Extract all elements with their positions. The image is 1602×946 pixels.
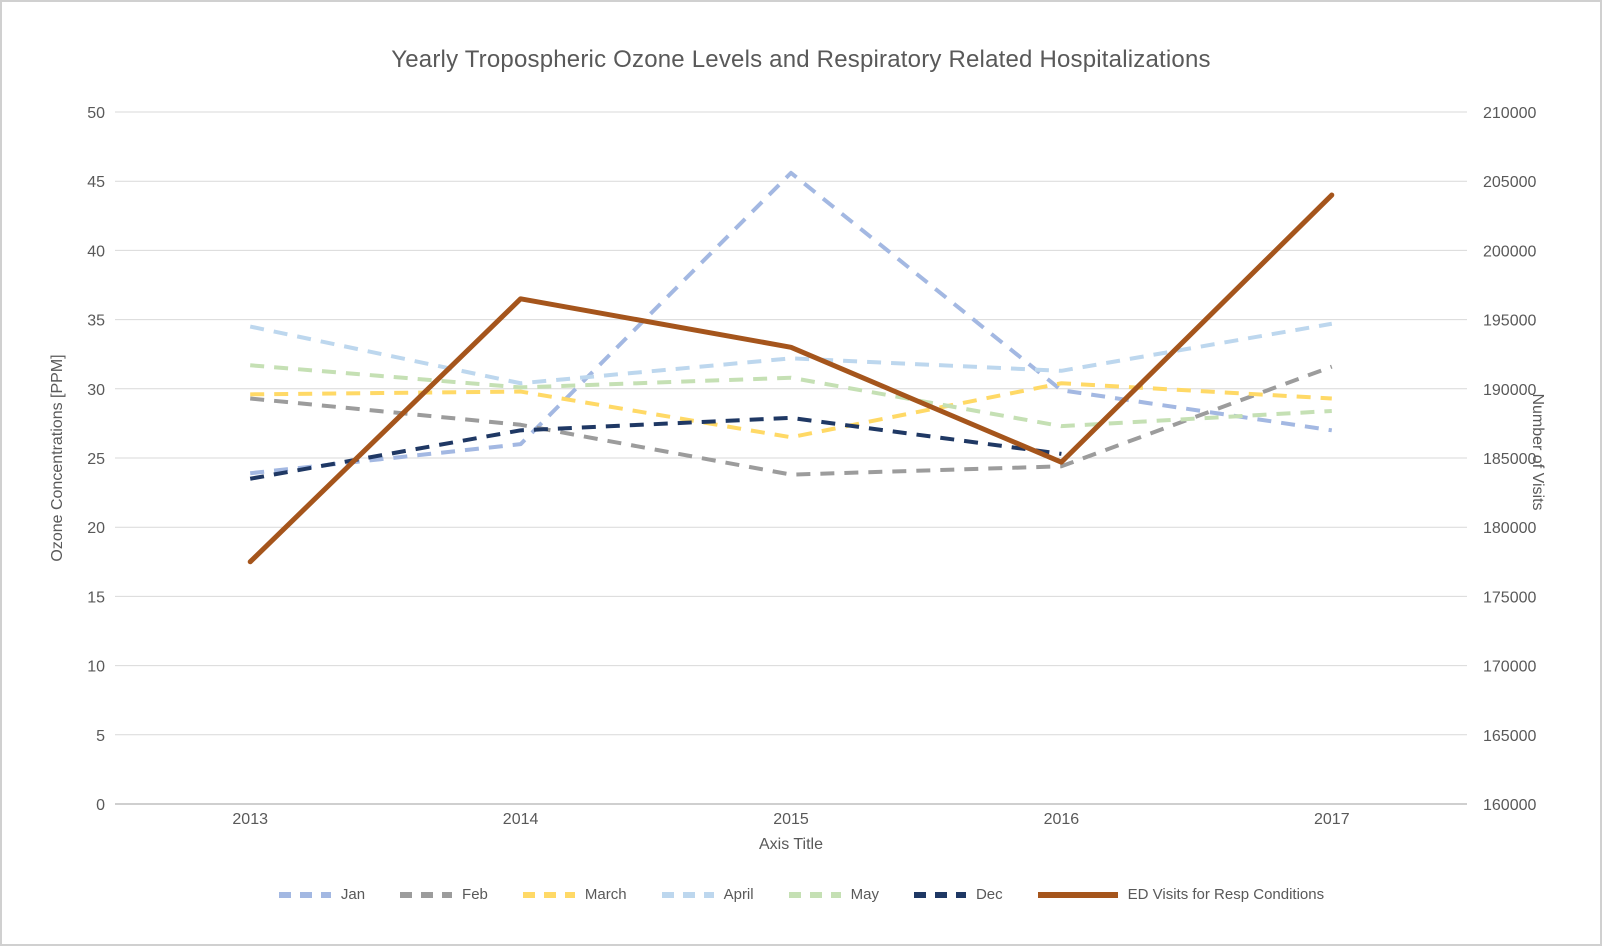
right-axis-tick-label: 210000: [1483, 105, 1536, 122]
left-axis-tick-label: 15: [87, 589, 105, 606]
right-axis-tick-label: 190000: [1483, 382, 1536, 399]
right-axis-tick-label: 195000: [1483, 313, 1536, 330]
legend-swatch-icon-may: [788, 891, 841, 898]
right-axis-tick-label: 175000: [1483, 589, 1536, 606]
x-axis-tick-label: 2017: [1314, 811, 1350, 828]
legend-label-may: May: [850, 886, 879, 903]
series-line-dec: [249, 415, 1062, 481]
right-axis-tick-label: 180000: [1483, 520, 1536, 537]
left-axis-tick-label: 40: [87, 243, 105, 260]
x-axis-tick-label: 2014: [503, 811, 539, 828]
left-axis-tick-label: 30: [87, 382, 105, 399]
legend-label-april: April: [723, 886, 754, 903]
right-axis-tick-label: 165000: [1483, 728, 1536, 745]
right-axis-tick-label: 205000: [1483, 174, 1536, 191]
left-axis-tick-label: 35: [87, 313, 105, 330]
legend-item-march: March: [522, 886, 627, 903]
left-axis-tick-label: 25: [87, 451, 105, 468]
left-axis-tick-label: 45: [87, 174, 105, 191]
left-axis-tick-label: 5: [96, 728, 105, 745]
x-axis-tick-label: 2013: [232, 811, 268, 828]
left-axis-tick-label: 50: [87, 105, 105, 122]
chart-title: Yearly Tropospheric Ozone Levels and Res…: [391, 46, 1211, 73]
legend: Jan Feb March April May Dec ED Visits for Resp…: [2, 886, 1600, 903]
legend-label-feb: Feb: [462, 886, 488, 903]
series-line-feb: [250, 364, 1333, 477]
legend-item-april: April: [661, 886, 754, 903]
x-axis-tick-label: 2016: [1044, 811, 1080, 828]
legend-swatch-icon-april: [661, 891, 714, 898]
x-axis-tick-label: 2015: [773, 811, 809, 828]
legend-item-feb: Feb: [399, 886, 488, 903]
left-axis-tick-label: 20: [87, 520, 105, 537]
right-axis-tick-label: 170000: [1483, 659, 1536, 676]
legend-label-jan: Jan: [340, 886, 366, 903]
x-axis-title: Axis Title: [759, 836, 823, 853]
series-line-march: [250, 381, 1332, 440]
left-axis-tick-label: 10: [87, 659, 105, 676]
tick-labels: 0 5 10 15 20 25 30 35 40 45 50 160000 165000 170000 17…: [87, 105, 1536, 828]
right-axis-tick-label: 160000: [1483, 797, 1536, 814]
legend-label-dec: Dec: [975, 886, 1003, 903]
legend-item-dec: Dec: [913, 886, 1003, 903]
legend-item-may: May: [788, 886, 879, 903]
legend-label-ed-visits-for-resp-conditions: ED Visits for Resp Conditions: [1127, 886, 1325, 903]
legend-swatch-icon-march: [522, 891, 575, 898]
legend-item-jan: Jan: [278, 886, 365, 903]
series-line-jan: [249, 170, 1333, 476]
right-axis-tick-label: 185000: [1483, 451, 1536, 468]
right-axis-tick-label: 200000: [1483, 243, 1536, 260]
right-axis-title: Number of Visits: [1529, 393, 1546, 510]
legend-swatch-icon-feb: [400, 891, 453, 898]
legend-swatch-icon-dec: [913, 891, 966, 898]
series-lines: [247, 170, 1335, 565]
series-line-may: [250, 363, 1332, 429]
legend-swatch-icon-jan: [278, 891, 331, 898]
legend-item-ed-visits-for-resp-conditions: ED Visits for Resp Conditions: [1037, 886, 1324, 903]
legend-label-march: March: [584, 886, 627, 903]
legend-swatch-icon-ed-visits-for-resp-conditions: [1037, 891, 1118, 898]
left-axis-tick-label: 0: [96, 797, 105, 814]
gridlines: [115, 111, 1467, 805]
series-line-ed-visits-for-resp-conditions: [247, 192, 1335, 565]
left-axis-title: Ozone Concentrations [PPM]: [49, 354, 66, 561]
